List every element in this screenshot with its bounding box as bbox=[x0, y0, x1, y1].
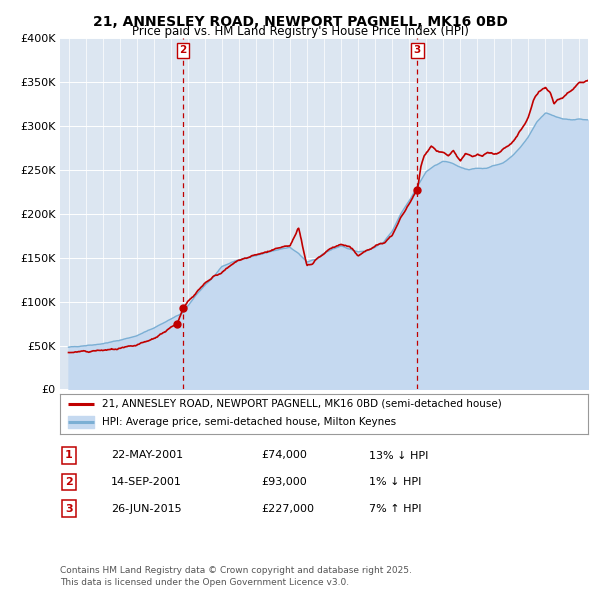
Text: 22-MAY-2001: 22-MAY-2001 bbox=[111, 451, 183, 460]
Text: 1% ↓ HPI: 1% ↓ HPI bbox=[369, 477, 421, 487]
Text: £74,000: £74,000 bbox=[261, 451, 307, 460]
Text: 1: 1 bbox=[65, 451, 73, 460]
Text: 26-JUN-2015: 26-JUN-2015 bbox=[111, 504, 182, 513]
Text: Contains HM Land Registry data © Crown copyright and database right 2025.
This d: Contains HM Land Registry data © Crown c… bbox=[60, 566, 412, 587]
Text: 13% ↓ HPI: 13% ↓ HPI bbox=[369, 451, 428, 460]
Text: Price paid vs. HM Land Registry's House Price Index (HPI): Price paid vs. HM Land Registry's House … bbox=[131, 25, 469, 38]
Text: 2: 2 bbox=[179, 45, 187, 55]
Text: 3: 3 bbox=[65, 504, 73, 513]
Text: 2: 2 bbox=[65, 477, 73, 487]
Text: 7% ↑ HPI: 7% ↑ HPI bbox=[369, 504, 421, 513]
Text: 21, ANNESLEY ROAD, NEWPORT PAGNELL, MK16 0BD (semi-detached house): 21, ANNESLEY ROAD, NEWPORT PAGNELL, MK16… bbox=[102, 399, 502, 409]
Text: HPI: Average price, semi-detached house, Milton Keynes: HPI: Average price, semi-detached house,… bbox=[102, 417, 397, 427]
Text: 3: 3 bbox=[414, 45, 421, 55]
Text: £227,000: £227,000 bbox=[261, 504, 314, 513]
Text: 21, ANNESLEY ROAD, NEWPORT PAGNELL, MK16 0BD: 21, ANNESLEY ROAD, NEWPORT PAGNELL, MK16… bbox=[92, 15, 508, 29]
Text: £93,000: £93,000 bbox=[261, 477, 307, 487]
Text: 14-SEP-2001: 14-SEP-2001 bbox=[111, 477, 182, 487]
